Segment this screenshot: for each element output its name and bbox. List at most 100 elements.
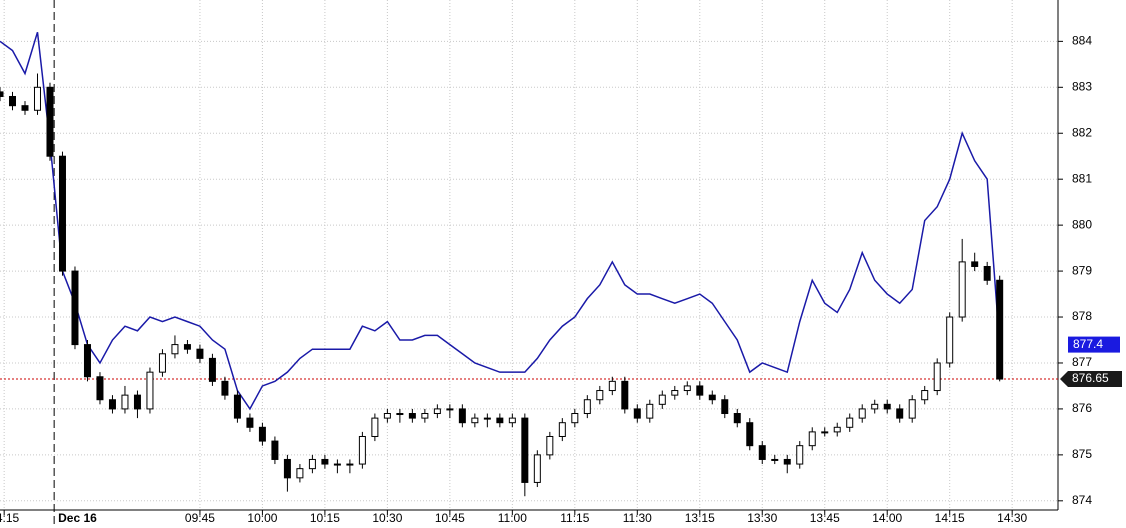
x-tick-label: 11:30 xyxy=(623,511,652,525)
candle-body xyxy=(533,454,541,483)
candle-body xyxy=(208,357,216,382)
candle-body xyxy=(933,362,941,392)
candle-body xyxy=(133,394,141,410)
candle-body xyxy=(896,408,904,419)
y-tick-label: 874 xyxy=(1072,493,1092,507)
candle-body xyxy=(483,417,491,420)
candle-body xyxy=(158,353,166,373)
candle-body xyxy=(546,435,554,456)
candle-body xyxy=(333,463,341,466)
candle-body xyxy=(746,422,754,447)
candle-body xyxy=(608,380,616,392)
candle-body xyxy=(683,385,691,392)
candle-body xyxy=(358,435,366,465)
last-value-box xyxy=(1068,336,1120,353)
candle-body xyxy=(108,399,116,410)
candle-body xyxy=(283,458,291,479)
candle-body xyxy=(446,408,454,411)
candle-body xyxy=(271,440,279,460)
candle-body xyxy=(346,463,354,466)
candle-body xyxy=(171,344,179,355)
candle-body xyxy=(908,399,916,419)
x-tick-label: 13:15 xyxy=(685,511,715,525)
candle-body xyxy=(733,413,741,424)
x-tick-label: 14:00 xyxy=(872,511,902,525)
candle-body xyxy=(296,468,304,479)
candle-body xyxy=(33,86,41,111)
x-tick-label: 09:45 xyxy=(185,511,215,525)
candle-body xyxy=(871,403,879,410)
x-tick-label: 11:00 xyxy=(498,511,527,525)
y-tick-label: 876 xyxy=(1072,401,1092,415)
price-line xyxy=(0,31,1001,411)
y-tick-label: 879 xyxy=(1072,263,1092,277)
candle-body xyxy=(633,408,641,419)
candle-body xyxy=(696,385,704,396)
candle-body xyxy=(521,417,529,483)
x-tick-label: 14:15 xyxy=(935,511,965,525)
last-price-box xyxy=(1060,371,1122,388)
candle-body xyxy=(571,413,579,424)
x-tick-label: 10:00 xyxy=(247,511,277,525)
last-price-label: 876.65 xyxy=(1072,371,1109,385)
candle-body xyxy=(708,394,716,401)
last-value-label: 877.4 xyxy=(1073,337,1103,351)
y-tick-label: 883 xyxy=(1072,79,1092,93)
candle-body xyxy=(246,417,254,428)
candle-body xyxy=(558,422,566,437)
candle-body xyxy=(983,265,991,281)
y-tick-label: 878 xyxy=(1072,309,1092,323)
candle-body xyxy=(408,413,416,419)
candle-body xyxy=(758,445,766,460)
candle-body xyxy=(0,91,4,97)
y-tick-label: 881 xyxy=(1072,171,1092,185)
candle-body xyxy=(383,413,391,419)
y-tick-label: 882 xyxy=(1072,125,1092,139)
x-tick-label: 13:45 xyxy=(810,511,840,525)
candle-body xyxy=(596,390,604,401)
candle-body xyxy=(921,390,929,401)
x-tick-label: 13:30 xyxy=(747,511,777,525)
candle-body xyxy=(471,417,479,424)
x-tick-label: 14:30 xyxy=(997,511,1027,525)
x-tick-label: 11:15 xyxy=(560,511,589,525)
candle-body xyxy=(321,458,329,465)
candle-body xyxy=(621,380,629,410)
candle-body xyxy=(308,458,316,470)
candle-body xyxy=(83,344,91,378)
y-tick-label: 877 xyxy=(1072,355,1092,369)
candle-body xyxy=(833,426,841,433)
y-tick-label: 884 xyxy=(1072,34,1092,48)
candle-body xyxy=(21,105,29,111)
x-tick-label: Dec 16 xyxy=(58,511,97,525)
candle-body xyxy=(146,371,154,410)
candle-body xyxy=(858,408,866,419)
candle-body xyxy=(233,394,241,419)
candle-body xyxy=(508,417,516,424)
x-tick-label: 10:15 xyxy=(310,511,340,525)
candle-body xyxy=(371,417,379,437)
candle-body xyxy=(771,458,779,461)
candle-body xyxy=(258,426,266,442)
candle-body xyxy=(421,413,429,419)
candle-body xyxy=(721,399,729,415)
candle-body xyxy=(8,95,16,107)
candle-body xyxy=(646,403,654,419)
candle-body xyxy=(433,408,441,415)
candle-body xyxy=(196,348,204,359)
candle-body xyxy=(971,261,979,267)
candle-body xyxy=(183,344,191,350)
y-tick-label: 880 xyxy=(1072,217,1092,231)
candle-body xyxy=(58,155,66,272)
candle-body xyxy=(658,394,666,405)
candle-body xyxy=(808,431,816,447)
candle-body xyxy=(458,408,466,424)
candle-body xyxy=(71,270,79,346)
x-tick-label: 10:30 xyxy=(372,511,402,525)
candle-body xyxy=(96,376,104,401)
x-tick-label: 10:45 xyxy=(435,511,465,525)
candle-body xyxy=(958,261,966,318)
candle-body xyxy=(583,399,591,415)
candle-body xyxy=(121,394,129,410)
